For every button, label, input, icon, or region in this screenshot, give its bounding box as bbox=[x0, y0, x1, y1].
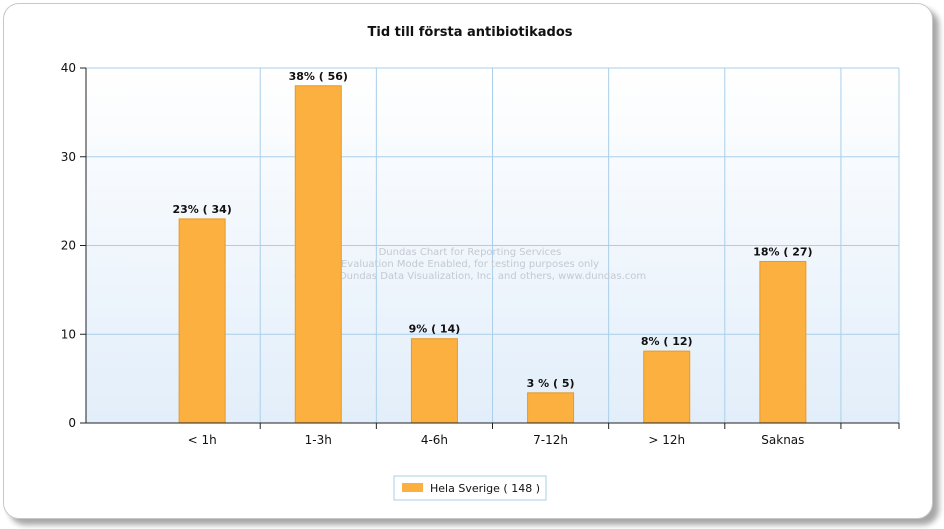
data-labels: 23% ( 34) 38% ( 56) 9% ( 14) 3 % ( 5) 8% ( 1… bbox=[172, 70, 812, 390]
bar bbox=[294, 85, 342, 424]
y-tick-label: 30 bbox=[61, 150, 76, 164]
x-tick-label: 7-12h bbox=[533, 433, 568, 447]
bar bbox=[643, 350, 691, 424]
data-label: 18% ( 27) bbox=[753, 245, 812, 258]
y-tick-label: 40 bbox=[61, 61, 76, 75]
data-label: 38% ( 56) bbox=[289, 70, 348, 83]
bar bbox=[178, 218, 226, 424]
watermark-line-3: (c) 2007 Dundas Data Visualization, Inc.… bbox=[294, 271, 646, 282]
x-tick-label: < 1h bbox=[188, 433, 217, 447]
data-label: 9% ( 14) bbox=[409, 323, 461, 336]
watermark-line-1: Dundas Chart for Reporting Services bbox=[379, 247, 562, 258]
x-tick-label: 4-6h bbox=[421, 433, 448, 447]
x-tick-label: > 12h bbox=[648, 433, 685, 447]
chart-title: Tid till första antibiotikados bbox=[368, 25, 573, 40]
watermark: Dundas Chart for Reporting Services Eval… bbox=[294, 247, 646, 282]
y-tick-label: 20 bbox=[61, 239, 76, 253]
bar bbox=[527, 392, 575, 424]
gridlines bbox=[86, 67, 900, 423]
axes: 0 10 20 30 40 < 1h 1-3h 4-6h 7-12h > 12h Saknas bbox=[61, 61, 900, 447]
data-label: 23% ( 34) bbox=[172, 203, 231, 216]
legend: Hela Sverige ( 148 ) bbox=[393, 475, 547, 501]
bars bbox=[178, 85, 807, 424]
bar bbox=[410, 338, 458, 424]
data-label: 3 % ( 5) bbox=[527, 377, 575, 390]
x-tick-label: 1-3h bbox=[305, 433, 332, 447]
legend-label: Hela Sverige ( 148 ) bbox=[430, 482, 540, 495]
x-tick-label: Saknas bbox=[761, 433, 804, 447]
watermark-line-2: Evaluation Mode Enabled, for testing pur… bbox=[341, 259, 599, 270]
legend-swatch bbox=[402, 483, 423, 492]
data-label: 8% ( 12) bbox=[641, 335, 693, 348]
y-tick-label: 0 bbox=[68, 416, 76, 430]
bar bbox=[759, 260, 807, 424]
y-tick-label: 10 bbox=[61, 327, 76, 341]
